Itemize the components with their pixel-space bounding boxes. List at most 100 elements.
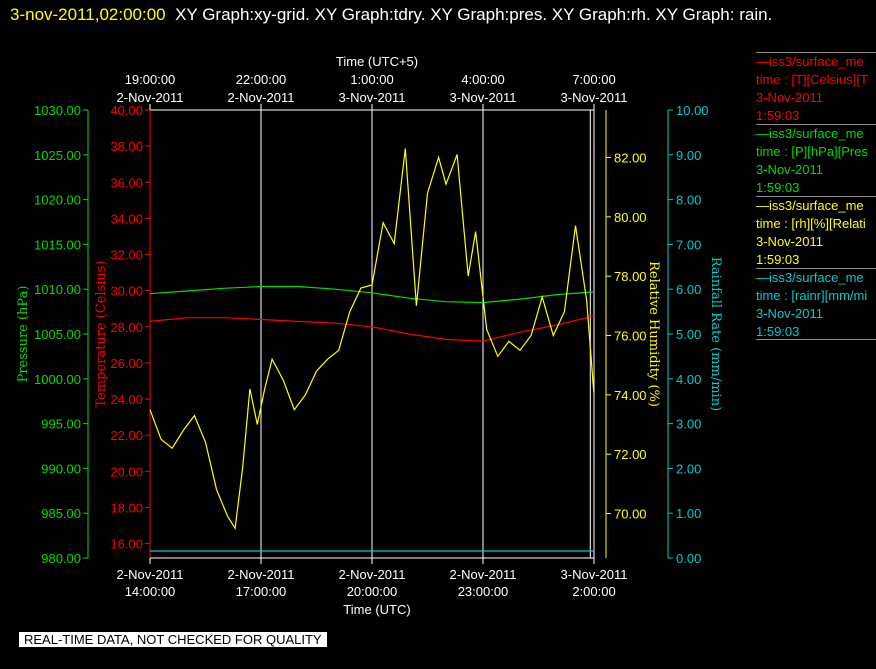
humidity-tick-label: 74.00 xyxy=(614,388,647,403)
pressure-tick-label: 1000.00 xyxy=(34,372,81,387)
x-tick-time: 2:00:00 xyxy=(572,584,615,599)
x-tick-date: 2-Nov-2011 xyxy=(339,567,406,582)
rainfall-axis-label: Rainfall Rate (mm/min) xyxy=(708,257,723,411)
graph-header: 3-nov-2011,02:00:00 XY Graph:xy-grid. XY… xyxy=(10,1,860,29)
humidity-tick-label: 82.00 xyxy=(614,150,647,165)
legend-entry-text: time : [P][hPa][Pres xyxy=(756,144,868,159)
legend-entry-text: 3-Nov-2011 xyxy=(756,234,823,249)
legend-divider xyxy=(756,339,876,340)
rainfall-tick-label: 6.00 xyxy=(676,282,701,297)
x-tick-date: 2-Nov-2011 xyxy=(450,567,517,582)
x2-tick-date: 3-Nov-2011 xyxy=(450,90,517,105)
pressure-tick-label: 1030.00 xyxy=(34,103,81,118)
x2-tick-time: 7:00:00 xyxy=(572,72,615,87)
x2-axis-label: Time (UTC+5) xyxy=(336,54,418,69)
rainfall-tick-label: 5.00 xyxy=(676,327,701,342)
rainfall-tick-label: 3.00 xyxy=(676,417,701,432)
x2-tick-time: 4:00:00 xyxy=(461,72,504,87)
legend-entry-text: 1:59:03 xyxy=(756,252,800,267)
rainfall-tick-label: 1.00 xyxy=(676,506,701,521)
temperature-tick-label: 20.00 xyxy=(110,464,143,479)
temperature-tick-label: 36.00 xyxy=(110,175,143,190)
pressure-tick-label: 980.00 xyxy=(41,551,81,566)
header-timestamp: 3-nov-2011,02:00:00 xyxy=(10,5,166,24)
pressure-tick-label: 985.00 xyxy=(41,506,81,521)
rainfall-tick-label: 4.00 xyxy=(676,372,701,387)
header-title: XY Graph:xy-grid. XY Graph:tdry. XY Grap… xyxy=(175,5,773,24)
pressure-tick-label: 1010.00 xyxy=(34,282,81,297)
legend-entry-text: 1:59:03 xyxy=(756,324,800,339)
x2-tick-date: 3-Nov-2011 xyxy=(339,90,406,105)
rainfall-tick-label: 7.00 xyxy=(676,237,701,252)
temperature-tick-label: 16.00 xyxy=(110,537,143,552)
humidity-series-line xyxy=(149,148,595,531)
pressure-tick-label: 1015.00 xyxy=(34,237,81,252)
rainfall-axis: 0.00 1.00 2.00 3.00 4.00 5.00 6.00 7.00 8.00 9.00… xyxy=(667,103,709,566)
rainfall-tick-label: 2.00 xyxy=(676,461,701,476)
x-tick-time: 17:00:00 xyxy=(236,584,287,599)
temperature-tick-label: 18.00 xyxy=(110,500,143,515)
temperature-tick-label: 32.00 xyxy=(110,248,143,263)
temperature-series-line xyxy=(149,315,595,342)
x2-tick-date: 2-Nov-2011 xyxy=(228,90,295,105)
x2-tick-date: 3-Nov-2011 xyxy=(561,90,628,105)
legend-entry-text: —iss3/surface_me xyxy=(756,198,864,213)
rainfall-tick-label: 9.00 xyxy=(676,148,701,163)
legend-entry-text: —iss3/surface_me xyxy=(756,54,864,69)
temperature-axis-label: Temperature (Celsius) xyxy=(94,260,109,407)
temperature-axis: 16.00 18.00 20.00 22.00 24.00 26.00 28.00 30.00… xyxy=(110,103,151,558)
temperature-tick-label: 26.00 xyxy=(110,356,143,371)
time-axis-ticks: 2-Nov-2011 14:00:00 2-Nov-2011 17:00:00 2-No… xyxy=(117,72,628,599)
pressure-tick-label: 995.00 xyxy=(41,417,81,432)
legend-entry-text: 3-Nov-2011 xyxy=(756,90,823,105)
x2-tick-time: 22:00:00 xyxy=(236,72,287,87)
humidity-tick-label: 70.00 xyxy=(614,506,647,521)
x-tick-date: 2-Nov-2011 xyxy=(117,567,184,582)
pressure-axis-label: Pressure (hPa) xyxy=(16,286,31,383)
x2-tick-time: 1:00:00 xyxy=(350,72,393,87)
humidity-tick-label: 80.00 xyxy=(614,210,647,225)
temperature-tick-label: 22.00 xyxy=(110,428,143,443)
x2-tick-time: 19:00:00 xyxy=(125,72,176,87)
x-axis-label: Time (UTC) xyxy=(343,602,410,617)
humidity-tick-label: 72.00 xyxy=(614,447,647,462)
humidity-axis: 70.00 72.00 74.00 76.00 78.00 80.00 82.00 xyxy=(605,110,647,558)
temperature-tick-label: 24.00 xyxy=(110,392,143,407)
rainfall-tick-label: 10.00 xyxy=(676,103,709,118)
legend-entry-text: —iss3/surface_me xyxy=(756,270,864,285)
pressure-series-line xyxy=(149,285,595,304)
legend-entry-text: 1:59:03 xyxy=(756,180,800,195)
quality-disclaimer: REAL-TIME DATA, NOT CHECKED FOR QUALITY xyxy=(19,632,327,647)
x-tick-time: 14:00:00 xyxy=(125,584,176,599)
rainfall-tick-label: 0.00 xyxy=(676,551,701,566)
pressure-tick-label: 1020.00 xyxy=(34,193,81,208)
x-tick-date: 3-Nov-2011 xyxy=(561,567,628,582)
legend-entry-text: —iss3/surface_me xyxy=(756,126,864,141)
series-group xyxy=(149,148,595,552)
legend-entry-text: 1:59:03 xyxy=(756,108,800,123)
legend-entry-text: 3-Nov-2011 xyxy=(756,306,823,321)
pressure-axis: 980.00 985.00 990.00 995.00 1000.00 1005.00 10… xyxy=(34,103,89,566)
x-tick-date: 2-Nov-2011 xyxy=(228,567,295,582)
pressure-tick-label: 990.00 xyxy=(41,461,81,476)
x-tick-time: 20:00:00 xyxy=(347,584,398,599)
x2-tick-date: 2-Nov-2011 xyxy=(117,90,184,105)
temperature-tick-label: 40.00 xyxy=(110,103,143,118)
rainfall-tick-label: 8.00 xyxy=(676,193,701,208)
x-tick-time: 23:00:00 xyxy=(458,584,509,599)
humidity-axis-label: Relative Humidity (%) xyxy=(646,261,661,407)
legend-entry-text: time : [T][Celsius][T xyxy=(756,72,868,87)
pressure-tick-label: 1005.00 xyxy=(34,327,81,342)
humidity-tick-label: 78.00 xyxy=(614,269,647,284)
temperature-tick-label: 30.00 xyxy=(110,284,143,299)
legend-entry-text: time : [rainr][mm/mi xyxy=(756,288,868,303)
legend-entry-text: 3-Nov-2011 xyxy=(756,162,823,177)
humidity-tick-label: 76.00 xyxy=(614,328,647,343)
temperature-tick-label: 34.00 xyxy=(110,211,143,226)
temperature-tick-label: 28.00 xyxy=(110,320,143,335)
temperature-tick-label: 38.00 xyxy=(110,139,143,154)
